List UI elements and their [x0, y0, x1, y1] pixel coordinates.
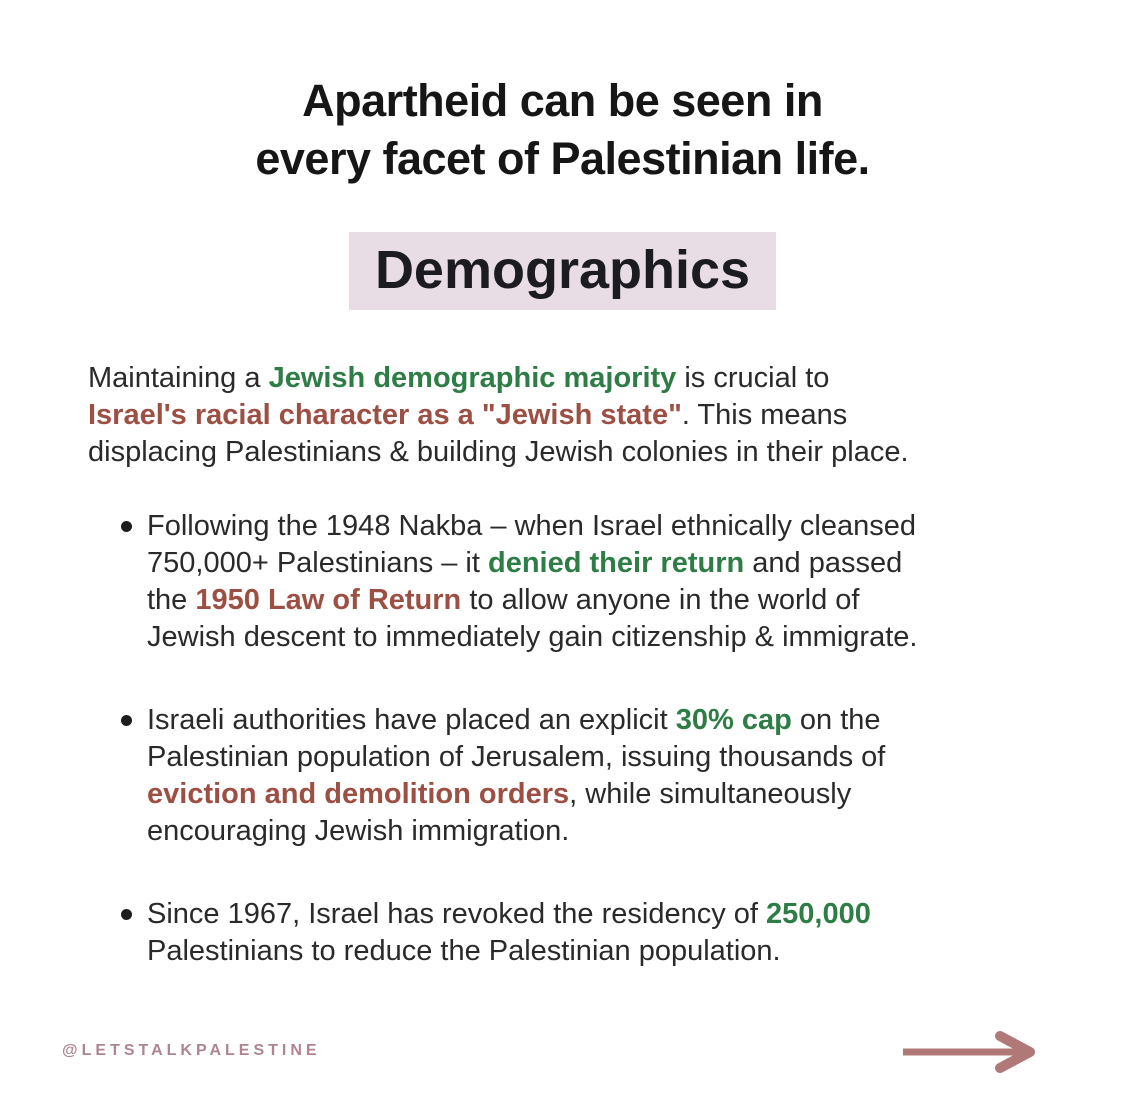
- bullet-run: Following the 1948 Nakba – when Israel e…: [147, 510, 916, 579]
- intro-run: is crucial to: [684, 362, 830, 394]
- page-title: Apartheid can be seen in every facet of P…: [0, 0, 1125, 188]
- bullet-item-nakba: Following the 1948 Nakba – when Israel e…: [121, 508, 1105, 656]
- title-line-1: Apartheid can be seen in: [302, 75, 823, 126]
- bullet-run: Israeli authorities have placed an expli…: [147, 704, 676, 736]
- bullet-run: to allow anyone in the world of Jewish d…: [147, 584, 918, 653]
- bullet-maroon-emphasis: eviction and demolition orders: [147, 778, 570, 810]
- bullet-run: and passed the: [147, 547, 903, 616]
- title-line-2: every facet of Palestinian life.: [255, 133, 870, 184]
- next-arrow-icon[interactable]: [900, 1030, 1040, 1074]
- bullet-green-emphasis: 250,000: [766, 898, 871, 930]
- bullet-run: on the Palestinian population of Jerusal…: [147, 704, 886, 773]
- bullet-maroon-emphasis: 1950 Law of Return: [195, 584, 462, 616]
- bullet-item-jerusalem-cap: Israeli authorities have placed an expli…: [121, 702, 1105, 850]
- bullet-item-residency-revoked: Since 1967, Israel has revoked the resid…: [121, 896, 1105, 970]
- bullet-run: , while simultaneously encouraging Jewis…: [147, 778, 852, 847]
- intro-green-emphasis: Jewish demographic majority: [268, 362, 677, 394]
- bullet-green-emphasis: denied their return: [488, 547, 745, 579]
- bullet-run: Since 1967, Israel has revoked the resid…: [147, 898, 767, 930]
- intro-run: . This means displacing Palestinians & b…: [88, 399, 909, 468]
- intro-run: Maintaining a: [88, 362, 269, 394]
- bullet-run: Palestinians to reduce the Palestinian p…: [147, 935, 781, 967]
- bullet-green-emphasis: 30% cap: [675, 704, 792, 736]
- account-handle[interactable]: @LETSTALKPALESTINE: [62, 1042, 321, 1059]
- intro-maroon-emphasis: Israel's racial character as a "Jewish s…: [88, 399, 682, 431]
- intro-paragraph: Maintaining a Jewish demographic majorit…: [88, 360, 1070, 471]
- section-heading-row: Demographics: [0, 232, 1125, 310]
- bullet-list: Following the 1948 Nakba – when Israel e…: [0, 508, 1125, 970]
- section-heading: Demographics: [348, 232, 777, 310]
